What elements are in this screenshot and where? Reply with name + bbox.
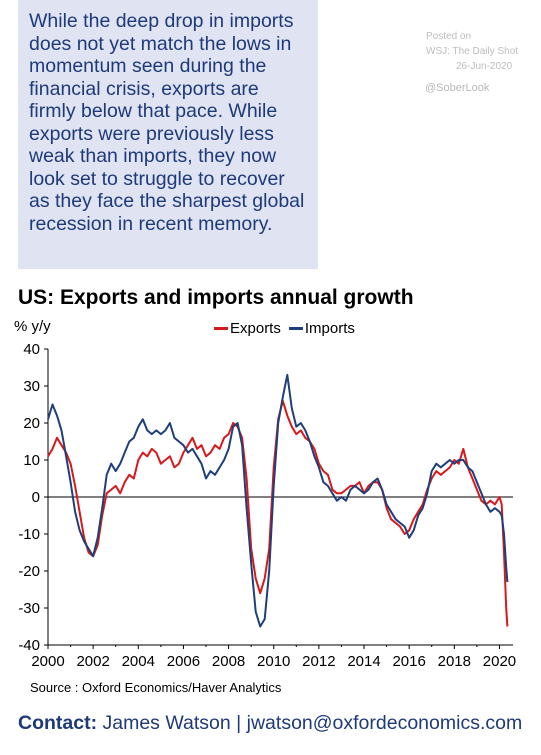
x-tick-label: 2002	[76, 653, 109, 670]
posted-credit: Posted on WSJ: The Daily Shot 26-Jun-202…	[426, 29, 518, 74]
chart-title: US: Exports and imports annual growth	[18, 286, 414, 309]
x-tick-label: 2010	[257, 653, 290, 670]
y-tick-label: -10	[18, 526, 40, 543]
x-tick-label: 2014	[347, 653, 380, 670]
legend-swatch-exports	[214, 327, 228, 330]
x-tick-label: 2000	[31, 653, 64, 670]
y-tick-label: -30	[18, 600, 40, 617]
callout-text: While the deep drop in imports does not …	[29, 10, 305, 235]
y-tick-label: 30	[23, 378, 40, 395]
contact-text: James Watson | jwatson@oxfordeconomics.c…	[102, 712, 523, 734]
chart-legend: Exports Imports	[214, 320, 363, 337]
y-tick-label: 0	[32, 489, 40, 506]
y-tick-label: -40	[18, 637, 40, 654]
legend-label-exports: Exports	[230, 320, 281, 337]
legend-label-imports: Imports	[304, 320, 355, 337]
twitter-handle: @SoberLook	[425, 82, 490, 94]
commentary-callout: While the deep drop in imports does not …	[18, 0, 318, 269]
legend-item-imports: Imports	[288, 320, 355, 337]
y-tick-label: -20	[18, 563, 40, 580]
posted-line-1: Posted on	[426, 31, 472, 42]
legend-swatch-imports	[288, 327, 303, 330]
legend-item-exports: Exports	[214, 320, 281, 337]
posted-line-2: WSJ: The Daily Shot	[426, 46, 519, 57]
source-note: Source : Oxford Economics/Haver Analytic…	[30, 680, 282, 695]
x-tick-label: 2020	[483, 653, 516, 670]
y-tick-label: 10	[23, 452, 40, 469]
x-tick-label: 2006	[167, 653, 200, 670]
contact-label: Contact:	[18, 712, 98, 734]
x-tick-label: 2012	[302, 653, 335, 670]
y-tick-label: 40	[23, 341, 40, 358]
x-tick-label: 2004	[122, 653, 155, 670]
contact-line: Contact: James Watson | jwatson@oxfordec…	[18, 712, 522, 735]
x-tick-label: 2018	[438, 653, 471, 670]
posted-line-3: 26-Jun-2020	[456, 61, 513, 72]
imports-line	[47, 373, 509, 628]
x-tick-label: 2008	[212, 653, 245, 670]
x-tick-label: 2016	[392, 653, 425, 670]
y-tick-label: 20	[23, 415, 40, 432]
y-axis-unit-label: % y/y	[14, 318, 51, 335]
